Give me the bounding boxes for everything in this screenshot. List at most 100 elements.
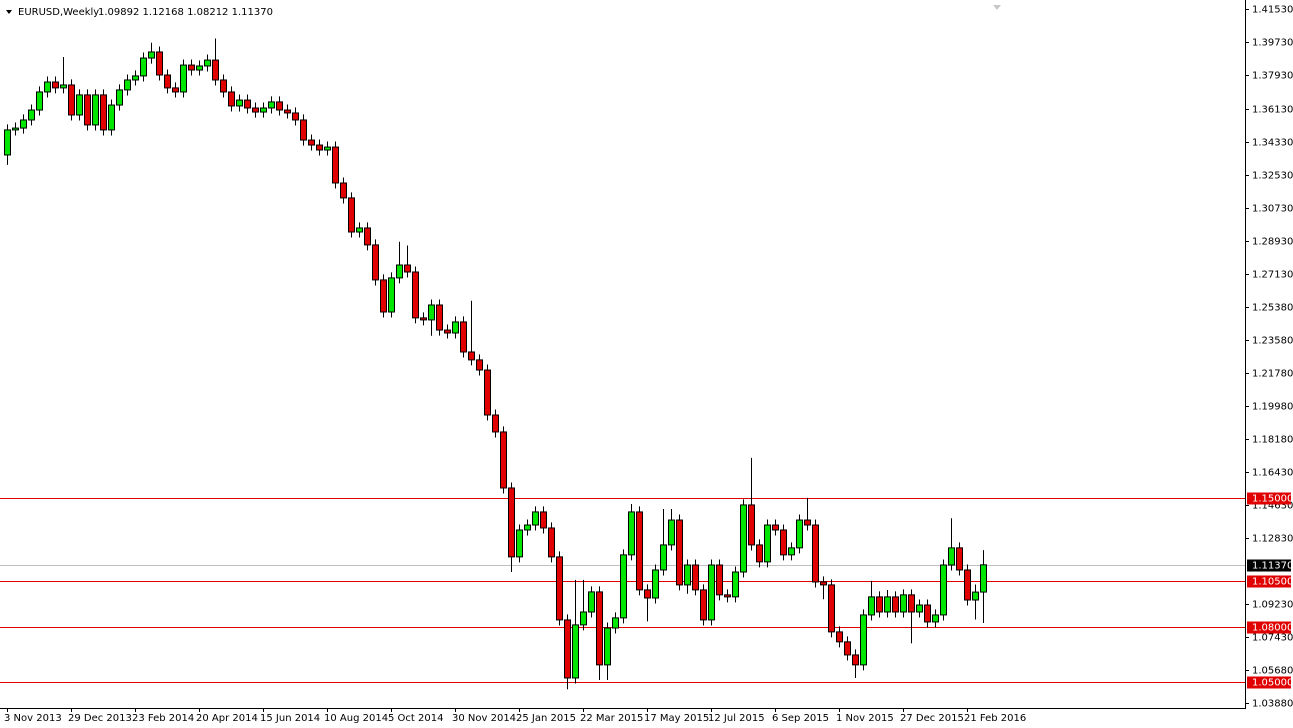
candle-body — [412, 271, 419, 319]
y-tick-label: 1.18180 — [1252, 435, 1293, 446]
candle-body — [404, 264, 411, 273]
candle-body — [380, 279, 387, 313]
candle-body — [724, 594, 731, 598]
candle-body — [812, 524, 819, 583]
candle-body — [668, 519, 675, 546]
x-tick-label: 25 Jan 2015 — [516, 713, 576, 724]
shift-marker[interactable] — [993, 5, 1001, 10]
candle-body — [300, 119, 307, 141]
candle-body — [748, 504, 755, 546]
candle-body — [820, 581, 827, 586]
candle-body — [684, 564, 691, 586]
candle-body — [284, 109, 291, 114]
candle-body — [556, 556, 563, 621]
candle-body — [956, 547, 963, 571]
y-tick-label: 1.19980 — [1252, 402, 1293, 413]
candle-body — [700, 589, 707, 621]
x-tick-label: 17 May 2015 — [644, 713, 709, 724]
candle-body — [948, 547, 955, 566]
candle-body — [452, 321, 459, 334]
candle-body — [212, 59, 219, 81]
chart-title: EURUSD,Weekly — [18, 7, 99, 18]
candle-body — [716, 564, 723, 596]
candle-body — [916, 604, 923, 613]
candle-body — [244, 99, 251, 109]
candle-body — [228, 91, 235, 107]
candle-body — [156, 51, 163, 76]
candle-body — [548, 527, 555, 558]
candle-body — [940, 564, 947, 616]
y-tick-label: 1.27130 — [1252, 270, 1293, 281]
candle-body — [492, 414, 499, 433]
level-box — [1247, 492, 1291, 505]
candle-body — [4, 129, 11, 156]
level-label: 1.15000 — [1252, 494, 1293, 505]
candle-body — [860, 614, 867, 666]
candle-body — [468, 351, 475, 361]
candle-body — [316, 144, 323, 151]
candle-body — [348, 197, 355, 233]
x-tick-label: 5 Oct 2014 — [388, 713, 443, 724]
candle-body — [796, 519, 803, 549]
current-price-label: 1.11370 — [1252, 561, 1293, 572]
candle-body — [68, 84, 75, 116]
candle-body — [604, 627, 611, 666]
candle-body — [364, 227, 371, 246]
y-tick-label: 1.37930 — [1252, 71, 1293, 82]
candle-body — [964, 569, 971, 601]
candle-body — [276, 101, 283, 111]
candle-body — [220, 79, 227, 93]
candle-body — [828, 584, 835, 633]
x-tick-label: 23 Feb 2014 — [132, 713, 194, 724]
y-tick-label: 1.05680 — [1252, 666, 1293, 677]
level-label: 1.08000 — [1252, 623, 1293, 634]
candle-body — [628, 511, 635, 556]
candle-body — [292, 112, 299, 121]
candle-body — [836, 631, 843, 643]
candle-body — [972, 591, 979, 601]
candle-body — [892, 596, 899, 613]
candle-body — [100, 94, 107, 131]
y-tick-label: 1.28930 — [1252, 237, 1293, 248]
candle-body — [332, 146, 339, 184]
candle-body — [140, 57, 147, 77]
candle-body — [572, 624, 579, 679]
candle-body — [908, 594, 915, 613]
candle-body — [76, 94, 83, 116]
candle-body — [804, 519, 811, 526]
candle-body — [652, 569, 659, 599]
candle-body — [540, 511, 547, 529]
x-tick-label: 6 Sep 2015 — [772, 713, 829, 724]
candle-body — [188, 64, 195, 71]
candle-body — [884, 596, 891, 613]
y-tick-label: 1.12830 — [1252, 534, 1293, 545]
candle-body — [116, 89, 123, 106]
candle-body — [108, 104, 115, 131]
candle-body — [28, 109, 35, 121]
candle-body — [740, 504, 747, 573]
candle-body — [324, 146, 331, 151]
candle-body — [180, 64, 187, 93]
candle-body — [772, 524, 779, 531]
candle-body — [388, 277, 395, 313]
candle-body — [876, 596, 883, 613]
level-box — [1247, 676, 1291, 689]
menu-triangle[interactable] — [6, 10, 12, 14]
y-tick-label: 1.03880 — [1252, 699, 1293, 710]
candle-body — [732, 571, 739, 598]
candle-body — [524, 524, 531, 531]
candle-body — [756, 544, 763, 563]
y-tick-label: 1.16430 — [1252, 468, 1293, 479]
y-tick-label: 1.36130 — [1252, 105, 1293, 116]
ohlc-readout: 1.09892 1.12168 1.08212 1.11370 — [98, 7, 273, 18]
candle-body — [252, 107, 259, 113]
y-tick-label: 1.23580 — [1252, 336, 1293, 347]
candle-body — [852, 654, 859, 666]
candle-body — [132, 75, 139, 81]
y-tick-label: 1.34330 — [1252, 138, 1293, 149]
candle-body — [44, 81, 51, 93]
candle-body — [36, 91, 43, 111]
y-tick-label: 1.39730 — [1252, 38, 1293, 49]
y-tick-label: 1.09230 — [1252, 600, 1293, 611]
candle-body — [868, 596, 875, 616]
